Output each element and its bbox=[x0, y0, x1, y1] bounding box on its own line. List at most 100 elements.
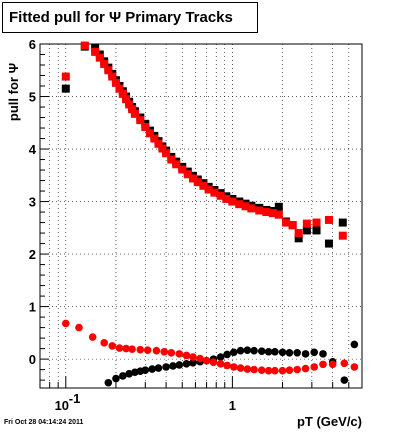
data-point-circle bbox=[319, 360, 327, 369]
data-point-square bbox=[338, 218, 347, 227]
data-point-square bbox=[158, 144, 167, 153]
data-point-square bbox=[288, 221, 297, 230]
data-point-circle bbox=[216, 360, 225, 368]
data-point-circle bbox=[236, 346, 245, 355]
data-point-square bbox=[193, 178, 202, 187]
y-axis-label: pull for Ψ bbox=[6, 63, 21, 121]
data-point-circle bbox=[340, 359, 349, 368]
y-tick-label: 2 bbox=[29, 247, 36, 262]
data-point-square bbox=[183, 170, 192, 179]
data-point-square bbox=[262, 208, 271, 217]
data-point-circle bbox=[340, 376, 349, 384]
data-point-square bbox=[145, 129, 154, 138]
data-point-circle bbox=[230, 348, 238, 357]
data-point-square bbox=[268, 209, 277, 218]
data-point-square bbox=[324, 239, 333, 248]
data-point-circle bbox=[182, 360, 191, 368]
data-point-circle bbox=[119, 372, 127, 380]
data-point-circle bbox=[175, 350, 184, 358]
plot-frame bbox=[39, 43, 363, 389]
y-tick-label: 0 bbox=[29, 352, 36, 367]
data-point-circle bbox=[350, 363, 359, 371]
data-point-square bbox=[80, 41, 89, 50]
data-point-circle bbox=[136, 345, 145, 354]
data-point-circle bbox=[189, 353, 197, 361]
data-point-circle bbox=[216, 353, 225, 361]
data-point-circle bbox=[100, 339, 108, 347]
data-point-square bbox=[324, 215, 333, 224]
axes: 0 1 2 3 4 5 6 10 -1 1 bbox=[29, 37, 363, 413]
data-point-square bbox=[162, 149, 171, 158]
data-point-square bbox=[338, 231, 347, 240]
data-point-circle bbox=[175, 361, 184, 369]
data-point-circle bbox=[301, 364, 310, 373]
data-point-circle bbox=[271, 366, 279, 375]
data-point-circle bbox=[148, 365, 156, 373]
data-point-square bbox=[178, 165, 187, 174]
y-tick-label: 4 bbox=[29, 142, 37, 157]
data-point-circle bbox=[75, 323, 83, 332]
data-point-circle bbox=[223, 361, 231, 370]
data-point-circle bbox=[182, 351, 191, 360]
data-point-square bbox=[125, 100, 134, 109]
data-point-circle bbox=[141, 366, 150, 374]
data-marks bbox=[61, 41, 359, 387]
data-point-circle bbox=[310, 363, 319, 371]
data-point-circle bbox=[88, 333, 97, 341]
x-tick-label: 10 bbox=[55, 398, 69, 413]
data-point-circle bbox=[125, 370, 133, 378]
data-point-circle bbox=[293, 365, 302, 374]
data-point-square bbox=[274, 210, 283, 219]
data-point-circle bbox=[310, 348, 319, 357]
data-point-square bbox=[274, 202, 283, 211]
data-point-circle bbox=[223, 350, 231, 359]
data-point-square bbox=[235, 200, 244, 209]
data-point-circle bbox=[301, 350, 310, 358]
data-point-square bbox=[115, 84, 124, 93]
data-point-square bbox=[95, 53, 104, 62]
data-point-square bbox=[302, 219, 311, 228]
data-point-square bbox=[167, 155, 176, 164]
data-point-square bbox=[312, 226, 321, 235]
chart-title: Fitted pull for Ψ Primary Tracks bbox=[2, 2, 258, 33]
data-point-circle bbox=[160, 347, 169, 356]
data-point-square bbox=[294, 229, 303, 238]
data-point-circle bbox=[104, 378, 113, 387]
data-point-circle bbox=[250, 365, 258, 374]
data-point-square bbox=[210, 188, 219, 197]
data-point-circle bbox=[285, 366, 294, 374]
x-tick-label: 1 bbox=[229, 398, 236, 413]
y-tick-label: 6 bbox=[29, 37, 36, 52]
data-point-square bbox=[222, 194, 231, 203]
data-point-circle bbox=[243, 346, 252, 354]
data-point-square bbox=[122, 95, 131, 104]
data-point-square bbox=[247, 204, 256, 213]
data-point-circle bbox=[143, 346, 152, 354]
data-point-circle bbox=[236, 364, 245, 372]
data-point-square bbox=[255, 206, 264, 215]
data-point-square bbox=[282, 218, 291, 227]
data-point-circle bbox=[257, 347, 266, 356]
data-point-square bbox=[61, 72, 70, 81]
data-point-circle bbox=[196, 354, 204, 363]
data-point-circle bbox=[243, 365, 252, 373]
data-point-square bbox=[216, 191, 225, 200]
data-point-square bbox=[302, 226, 311, 235]
data-point-circle bbox=[209, 358, 218, 367]
data-point-square bbox=[61, 84, 70, 93]
data-point-square bbox=[128, 105, 137, 114]
data-point-square bbox=[172, 160, 181, 169]
data-point-circle bbox=[202, 356, 211, 365]
data-point-square bbox=[136, 116, 145, 125]
x-tick-label-exponent: -1 bbox=[69, 391, 81, 406]
data-point-circle bbox=[319, 350, 327, 358]
data-point-circle bbox=[152, 346, 161, 355]
data-point-square bbox=[312, 218, 321, 227]
data-point-circle bbox=[264, 347, 273, 356]
data-point-square bbox=[150, 134, 159, 143]
data-point-square bbox=[228, 197, 237, 206]
data-point-square bbox=[111, 78, 120, 87]
y-tick-label: 1 bbox=[29, 300, 36, 315]
data-point-circle bbox=[112, 374, 120, 383]
